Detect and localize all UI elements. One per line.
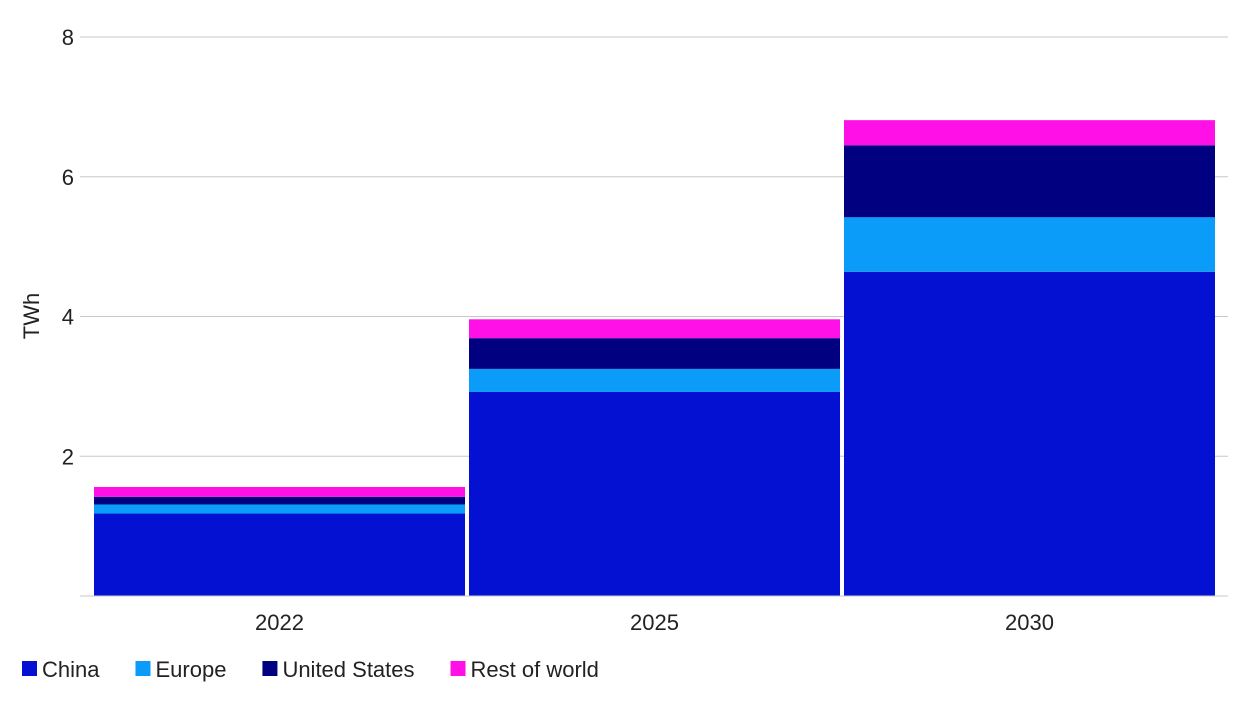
x-tick-label: 2022 <box>255 610 304 635</box>
legend-swatch <box>262 661 278 676</box>
legend-swatch <box>22 661 37 676</box>
bar-segment-europe-2030 <box>844 217 1215 272</box>
legend-item: Europe <box>135 657 226 682</box>
axes: 2 4 6 8 2022 2025 2030 <box>62 25 1228 635</box>
legend: China Europe United States Rest of world <box>22 657 599 682</box>
legend-swatch <box>135 661 151 676</box>
legend-item: Rest of world <box>450 657 599 682</box>
bar-segment-united-states-2022 <box>94 496 465 505</box>
bar-segment-united-states-2030 <box>844 145 1215 218</box>
bar-segment-europe-2022 <box>94 504 465 514</box>
bar-segment-china-2025 <box>469 391 840 596</box>
legend-label: China <box>42 657 100 682</box>
legend-label: Europe <box>155 657 226 682</box>
bars <box>94 120 1215 596</box>
legend-label: Rest of world <box>471 657 599 682</box>
legend-swatch <box>450 661 466 676</box>
bar-segment-europe-2025 <box>469 368 840 392</box>
bar-segment-united-states-2025 <box>469 338 840 369</box>
y-tick-label: 8 <box>62 25 74 50</box>
y-tick-label: 2 <box>62 444 74 469</box>
x-tick-label: 2025 <box>630 610 679 635</box>
y-tick-label: 4 <box>62 305 74 330</box>
bar-segment-china-2030 <box>844 271 1215 596</box>
y-tick-label: 6 <box>62 165 74 190</box>
legend-label: United States <box>282 657 414 682</box>
legend-item: United States <box>262 657 415 682</box>
bar-segment-rest-of-world-2025 <box>469 319 840 339</box>
bar-segment-china-2022 <box>94 513 465 596</box>
x-tick-label: 2030 <box>1005 610 1054 635</box>
bar-segment-rest-of-world-2030 <box>844 120 1215 146</box>
bar-segment-rest-of-world-2022 <box>94 486 465 497</box>
y-axis-label: TWh <box>19 293 44 339</box>
legend-item: China <box>22 657 100 682</box>
